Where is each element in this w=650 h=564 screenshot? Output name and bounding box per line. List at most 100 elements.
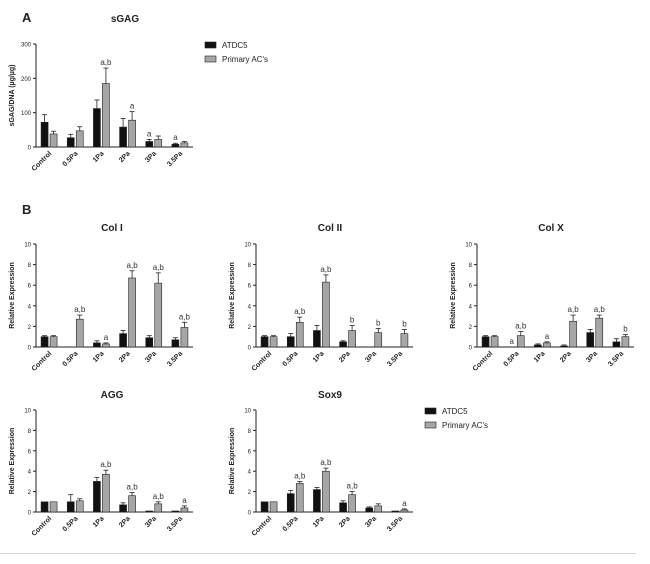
bar-col-x-primary-ac-s	[516, 335, 525, 348]
bar-sox9-atdc5	[391, 510, 400, 513]
category-label-col-i: 3.5Pa	[166, 350, 184, 368]
significance-label-sox9: a,b	[294, 471, 306, 480]
significance-label-col-i: a,b	[74, 305, 86, 314]
bar-agg-primary-ac-s	[180, 507, 189, 513]
category-label-col-ii: 3Pa	[364, 350, 378, 364]
legend-1: ATDC5 Primary AC's	[204, 41, 268, 64]
y-tick-label-col-ii: 2	[248, 325, 252, 331]
y-tick-label-agg: 0	[28, 511, 32, 517]
category-label-sgag: 2Pa	[118, 150, 132, 164]
significance-label-sox9: a,b	[347, 482, 359, 491]
significance-label-sgag: a	[130, 102, 135, 111]
bar-sgag-atdc5	[145, 141, 154, 148]
chart-sgag: sGAG 0 100 200 300 sGAG/DNA (µg/µg) Control 0.5…	[9, 14, 193, 173]
bar-sgag-primary-ac-s	[49, 133, 58, 148]
category-label-col-x: 0.5Pa	[503, 350, 521, 368]
category-label-agg: 0.5Pa	[62, 515, 80, 533]
bar-col-x-atdc5	[534, 344, 542, 348]
bar-col-ii-atdc5	[286, 336, 295, 348]
y-tick-label-col-x: 4	[469, 304, 473, 310]
bar-sgag-atdc5	[40, 121, 49, 148]
bar-col-ii-atdc5	[339, 341, 347, 348]
panel-label-a: A	[22, 10, 32, 25]
bar-col-x-primary-ac-s	[621, 336, 630, 348]
bar-col-x-primary-ac-s	[490, 336, 499, 348]
significance-label-agg: a	[182, 496, 187, 505]
significance-label-col-ii: b	[350, 315, 355, 324]
bar-col-i-atdc5	[145, 337, 154, 348]
bar-col-x-atdc5	[612, 341, 621, 348]
bar-agg-primary-ac-s	[49, 501, 58, 513]
significance-label-sgag: a	[173, 133, 178, 142]
category-label-agg: 3.5Pa	[166, 515, 184, 533]
significance-label-col-i: a,b	[179, 312, 191, 321]
significance-label-sox9: a,b	[320, 458, 332, 467]
significance-label-col-x: a,b	[594, 305, 606, 314]
y-tick-label-sgag: 300	[21, 43, 32, 49]
significance-label-agg: a,b	[127, 483, 139, 492]
bar-agg-atdc5	[119, 504, 127, 513]
significance-label-agg: a,b	[100, 460, 112, 469]
bar-col-i-primary-ac-s	[128, 277, 136, 348]
y-axis-label-col-i: Relative Expression	[9, 262, 16, 329]
y-tick-label-agg: 6	[28, 449, 32, 455]
y-tick-label-col-ii: 4	[248, 304, 252, 310]
bar-sgag-atdc5	[93, 108, 101, 148]
y-tick-label-col-ii: 6	[248, 284, 252, 290]
legend-swatch-primary-ac-s	[424, 421, 437, 429]
significance-label-sgag: a,b	[100, 58, 112, 67]
significance-label-col-x: a	[510, 337, 515, 346]
legend-label-primary-ac-s: Primary AC's	[442, 421, 488, 430]
chart-title-agg: AGG	[101, 390, 124, 401]
significance-label-col-x: a	[545, 332, 550, 341]
chart-title-sgag: sGAG	[111, 14, 140, 25]
chart-title-col-ii: Col II	[318, 223, 343, 234]
legend-swatch-atdc5	[424, 407, 437, 415]
bar-sox9-primary-ac-s	[269, 501, 278, 513]
y-axis-label-sgag: sGAG/DNA (µg/µg)	[9, 65, 16, 127]
bottom-divider	[0, 553, 636, 554]
bar-sgag-primary-ac-s	[128, 119, 136, 148]
category-label-col-x: Control	[472, 350, 495, 373]
y-tick-label-col-x: 10	[465, 243, 472, 249]
category-label-sox9: 3Pa	[364, 515, 378, 529]
legend-swatch-primary-ac-s	[204, 55, 217, 63]
bar-col-ii-primary-ac-s	[400, 333, 409, 348]
y-tick-label-col-ii: 8	[248, 263, 252, 269]
category-label-col-ii: 0.5Pa	[282, 350, 300, 368]
bar-sgag-atdc5	[66, 137, 75, 148]
bar-sox9-primary-ac-s	[348, 494, 356, 513]
y-tick-label-col-x: 8	[469, 263, 473, 269]
bar-sox9-atdc5	[260, 501, 269, 513]
bar-col-x-primary-ac-s	[595, 317, 604, 348]
category-label-col-x: 3.5Pa	[607, 350, 625, 368]
category-label-col-i: 0.5Pa	[62, 350, 80, 368]
bar-agg-primary-ac-s	[128, 495, 136, 513]
bar-col-x-atdc5	[560, 345, 568, 348]
bar-sgag-primary-ac-s	[75, 130, 84, 148]
chart-col-ii: Col II 0 2 4 6 8 10 Relative Expression Control 0…	[229, 223, 413, 373]
bar-col-x-primary-ac-s	[569, 320, 577, 348]
y-tick-label-col-i: 10	[24, 243, 31, 249]
legend-label-atdc5: ATDC5	[442, 407, 468, 416]
bar-col-ii-primary-ac-s	[269, 336, 278, 348]
y-axis-label-col-ii: Relative Expression	[229, 262, 236, 329]
y-axis-label-sox9: Relative Expression	[229, 428, 236, 495]
significance-label-col-x: a,b	[568, 305, 580, 314]
bar-sgag-atdc5	[119, 126, 127, 148]
bar-agg-primary-ac-s	[102, 473, 110, 513]
bar-agg-atdc5	[145, 510, 154, 513]
bar-col-ii-atdc5	[313, 330, 321, 348]
category-label-col-i: 1Pa	[92, 350, 106, 364]
category-label-col-ii: 1Pa	[312, 350, 326, 364]
category-label-sgag: 0.5Pa	[62, 150, 80, 168]
category-label-sox9: 3.5Pa	[386, 515, 404, 533]
bar-sox9-primary-ac-s	[295, 483, 304, 513]
category-label-sgag: 1Pa	[92, 150, 106, 164]
bar-agg-primary-ac-s	[75, 500, 84, 513]
y-axis-label-col-x: Relative Expression	[450, 262, 457, 329]
bar-col-ii-primary-ac-s	[295, 321, 304, 348]
bar-col-i-primary-ac-s	[154, 282, 163, 348]
legend-label-atdc5: ATDC5	[222, 41, 248, 50]
legend-2: ATDC5 Primary AC's	[424, 407, 488, 430]
